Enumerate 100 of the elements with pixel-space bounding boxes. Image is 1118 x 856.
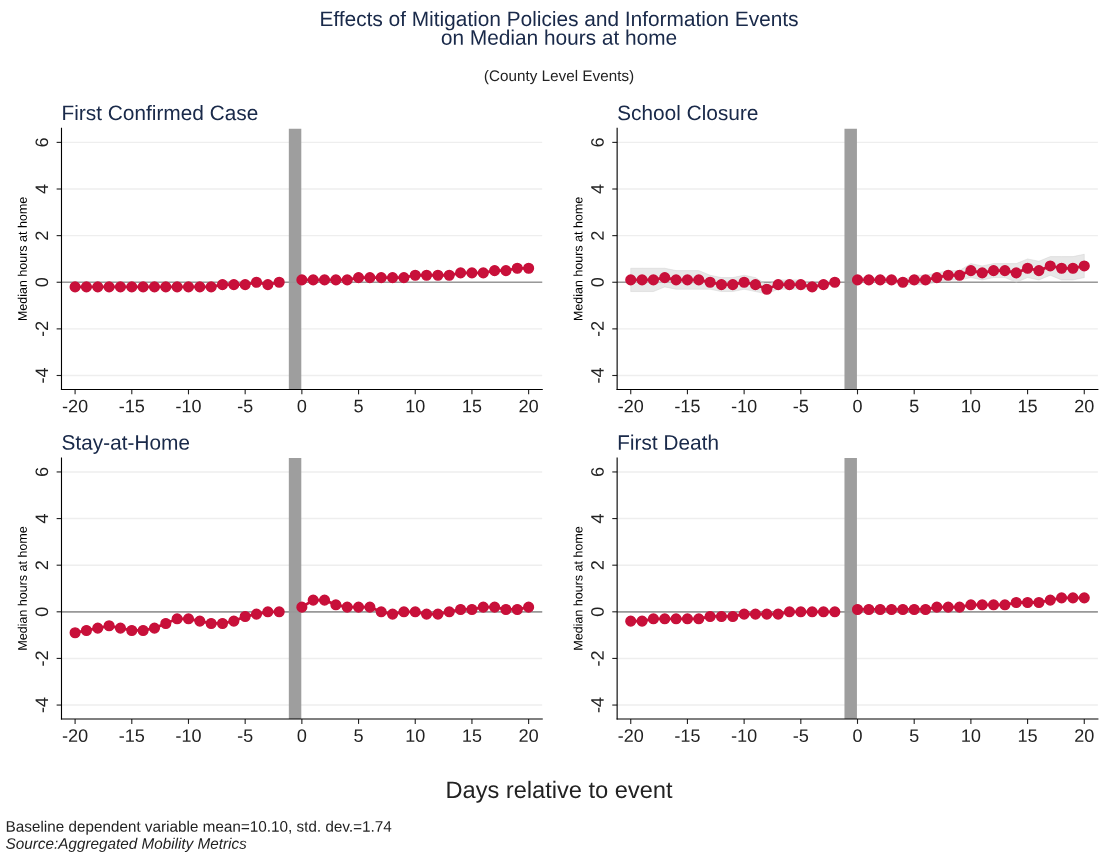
point xyxy=(352,601,365,613)
point xyxy=(398,272,410,284)
point xyxy=(829,276,841,288)
point xyxy=(466,603,478,616)
point xyxy=(160,281,172,293)
point xyxy=(1022,262,1034,274)
point xyxy=(318,274,331,286)
y-tick-label: 6 xyxy=(35,138,49,147)
point xyxy=(409,606,421,618)
point xyxy=(216,617,229,630)
point xyxy=(738,608,750,620)
x-tick-label: 0 xyxy=(853,729,862,743)
point xyxy=(432,269,444,281)
point xyxy=(670,274,682,286)
point xyxy=(126,281,138,293)
point xyxy=(148,622,161,634)
point xyxy=(160,617,172,630)
point xyxy=(693,613,705,625)
point xyxy=(92,622,104,634)
point xyxy=(1067,592,1079,604)
point xyxy=(953,601,966,613)
point xyxy=(330,274,342,286)
point xyxy=(636,274,648,286)
point xyxy=(851,274,864,286)
y-tick-label: 4 xyxy=(591,184,604,194)
point xyxy=(69,281,81,293)
x-tick-label: 10 xyxy=(962,729,981,743)
x-tick-label: -20 xyxy=(62,399,88,413)
x-tick-label: 20 xyxy=(1075,399,1094,413)
y-tick-label: -2 xyxy=(591,651,604,666)
point xyxy=(772,279,784,291)
point xyxy=(171,613,183,625)
y-tick-label: -2 xyxy=(35,321,49,337)
x-tick-label: 5 xyxy=(909,399,919,413)
y-tick-label: 2 xyxy=(35,231,49,240)
source-note: Source:Aggregated Mobility Metrics xyxy=(6,837,247,852)
point xyxy=(262,606,274,618)
x-tick-label: -5 xyxy=(793,729,809,743)
y-axis-title: Median hours at home xyxy=(573,197,583,321)
point xyxy=(273,276,285,288)
point xyxy=(681,274,693,286)
point xyxy=(205,281,217,293)
y-tick-label: -4 xyxy=(35,697,49,713)
point xyxy=(795,279,807,291)
chart-title: First Confirmed Case xyxy=(63,104,258,121)
point xyxy=(148,281,161,293)
point xyxy=(908,274,920,286)
point xyxy=(659,613,671,625)
point xyxy=(80,281,92,293)
point xyxy=(330,599,342,611)
x-tick-label: 10 xyxy=(406,399,425,413)
x-tick-label: 15 xyxy=(463,399,482,413)
point xyxy=(749,279,762,291)
y-tick-label: 0 xyxy=(591,607,604,617)
point xyxy=(919,274,932,286)
point xyxy=(500,265,512,277)
point xyxy=(806,606,818,618)
point xyxy=(874,274,886,286)
point xyxy=(874,603,886,616)
y-tick-label: 4 xyxy=(35,184,49,194)
point xyxy=(795,606,807,618)
x-tick-label: -20 xyxy=(618,399,644,413)
point xyxy=(942,269,954,281)
point xyxy=(942,601,954,613)
x-tick-label: 15 xyxy=(463,729,482,743)
point xyxy=(931,601,943,613)
point xyxy=(965,265,977,277)
text: (County Level Events) xyxy=(484,69,634,85)
point xyxy=(126,624,138,637)
point xyxy=(647,274,659,286)
point xyxy=(999,265,1011,277)
point xyxy=(432,608,444,620)
point xyxy=(783,279,796,291)
point xyxy=(352,272,365,284)
x-tick-label: -10 xyxy=(731,399,757,413)
point xyxy=(625,274,637,286)
point xyxy=(421,269,433,281)
point xyxy=(636,615,648,627)
point xyxy=(511,603,523,616)
x-tick-label: 5 xyxy=(354,729,363,743)
point xyxy=(262,279,274,291)
point xyxy=(443,269,455,281)
x-tick-label: 10 xyxy=(406,729,425,743)
x-tick-label: -15 xyxy=(119,399,145,413)
x-tick-label: -5 xyxy=(237,399,253,413)
x-tick-label: -15 xyxy=(675,729,700,743)
x-tick-label: 20 xyxy=(519,399,538,413)
point xyxy=(137,281,149,293)
point xyxy=(1044,260,1056,272)
point xyxy=(885,603,898,616)
x-tick-label: 20 xyxy=(519,729,538,743)
text: Effects of Mitigation Policies and Information Events on Median hours at home xyxy=(321,10,798,45)
point xyxy=(364,601,376,613)
point xyxy=(489,601,501,613)
point xyxy=(194,615,206,627)
point xyxy=(387,608,399,620)
x-axis-title: Days relative to event xyxy=(447,780,673,803)
y-tick-label: 0 xyxy=(35,277,49,287)
point xyxy=(976,267,988,279)
point xyxy=(409,269,421,281)
